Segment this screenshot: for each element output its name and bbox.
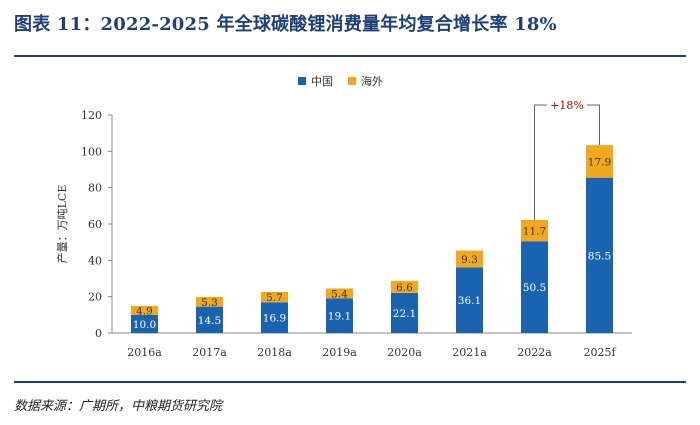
data-label-china: 14.5 — [198, 315, 221, 327]
bar-overseas — [261, 291, 288, 303]
y-axis: 0 20 40 60 80 100 120 — [81, 109, 113, 340]
annotation-label: +18% — [550, 99, 584, 112]
footer-divider — [14, 381, 686, 383]
y-tick-label: 100 — [81, 145, 102, 158]
chart-legend: 中国 海外 — [298, 74, 383, 88]
chart: 中国 海外 产量：万吨LCE 0 20 40 60 80 100 120 2016a 2017a… — [55, 74, 632, 359]
data-label-overseas: 17.9 — [588, 156, 611, 168]
x-tick-label: 2017a — [192, 346, 227, 359]
bar-china — [521, 241, 548, 333]
y-axis-label: 产量：万吨LCE — [55, 185, 69, 264]
growth-annotation: +18% — [534, 97, 600, 221]
x-tick-label: 2022a — [517, 346, 552, 359]
y-tick-label: 40 — [88, 254, 102, 267]
bar-china — [261, 302, 288, 333]
bar-china — [456, 267, 483, 333]
y-tick-label: 60 — [88, 218, 102, 231]
bar-overseas — [586, 145, 613, 178]
bar-china — [196, 306, 223, 333]
data-label-overseas: 6.6 — [396, 282, 413, 294]
data-label-china: 16.9 — [263, 313, 286, 325]
data-label-overseas: 9.3 — [461, 254, 478, 266]
y-tick-label: 0 — [95, 327, 102, 340]
x-tick-label: 2020a — [387, 346, 422, 359]
legend-label-0: 中国 — [311, 75, 333, 88]
data-label-overseas: 5.7 — [266, 292, 283, 304]
data-label-china: 36.1 — [458, 295, 481, 307]
data-label-china: 50.5 — [523, 282, 546, 294]
data-label-overseas: 11.7 — [523, 226, 546, 238]
bars: 10.0 4.9 14.5 5.3 16.9 5.7 19.1 5.4 22.1 6.6 36.1 9… — [131, 145, 613, 333]
bar-overseas — [131, 305, 158, 315]
data-label-china: 10.0 — [133, 319, 156, 331]
legend-swatch-0 — [298, 77, 306, 85]
x-tick-label: 2016a — [127, 346, 162, 359]
data-label-china: 85.5 — [588, 250, 611, 262]
bar-china — [131, 314, 158, 333]
bar-china — [586, 177, 613, 333]
legend-label-1: 海外 — [361, 74, 383, 88]
data-label-china: 22.1 — [393, 308, 416, 320]
y-tick-label: 120 — [81, 109, 102, 122]
bar-overseas — [391, 280, 418, 293]
x-tick-label: 2025f — [583, 346, 616, 359]
bar-overseas — [326, 288, 353, 299]
data-label-china: 19.1 — [328, 311, 351, 323]
bar-china — [391, 292, 418, 333]
x-tick-label: 2019a — [322, 346, 357, 359]
bar-china — [326, 298, 353, 333]
bar-overseas — [456, 250, 483, 268]
title-divider — [14, 55, 686, 57]
data-label-overseas: 5.3 — [201, 297, 218, 309]
x-axis: 2016a 2017a 2018a 2019a 2020a 2021a 2022a 2025f — [112, 332, 632, 359]
page-title: 图表 11：2022-2025 年全球碳酸锂消费量年均复合增长率 18% — [14, 14, 557, 35]
annotation-bg — [547, 97, 587, 112]
y-tick-label: 20 — [88, 291, 102, 304]
source-note: 数据来源：广期所，中粮期货研究院 — [14, 399, 223, 414]
x-tick-label: 2021a — [452, 346, 487, 359]
x-tick-label: 2018a — [257, 346, 292, 359]
data-label-overseas: 5.4 — [331, 288, 348, 300]
data-label-overseas: 4.9 — [136, 305, 153, 317]
legend-swatch-1 — [348, 77, 356, 85]
bar-overseas — [196, 297, 223, 307]
bar-overseas — [521, 220, 548, 242]
y-tick-label: 80 — [88, 182, 102, 195]
